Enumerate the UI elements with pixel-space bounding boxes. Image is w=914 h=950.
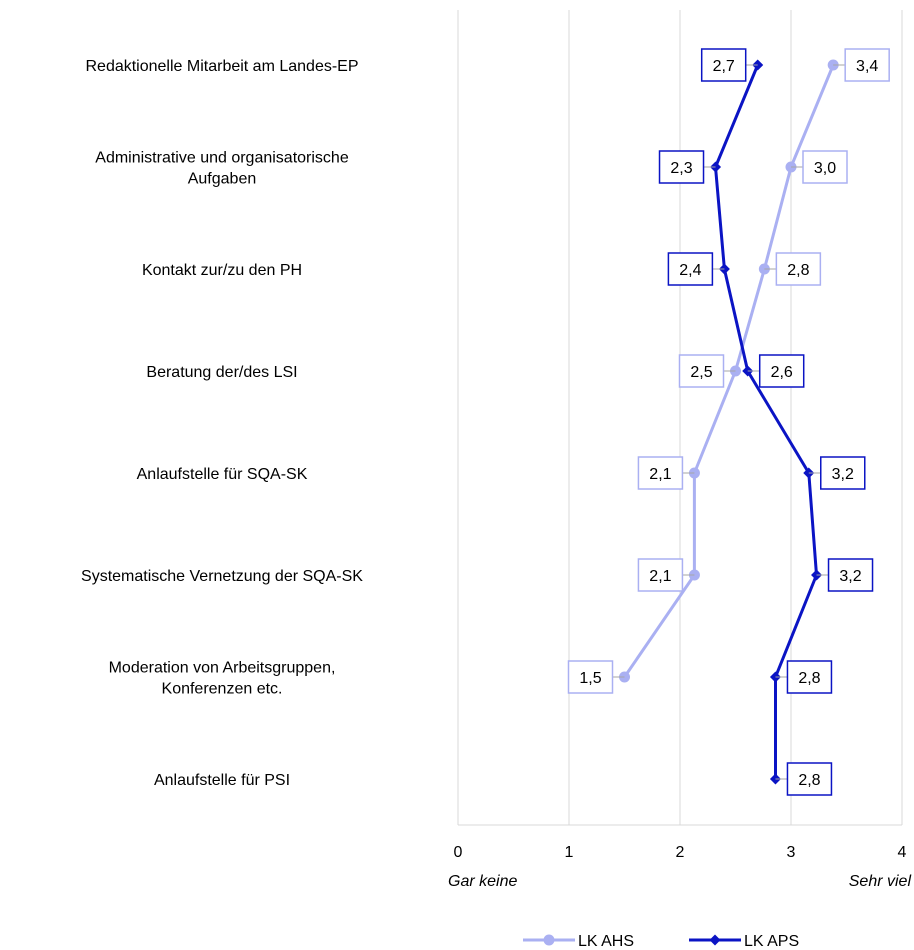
data-label: 2,5 bbox=[690, 364, 712, 381]
data-label-box bbox=[658, 150, 705, 184]
data-label: 3,2 bbox=[832, 466, 854, 483]
x-max-label: Sehr viel bbox=[849, 873, 912, 890]
x-tick-label: 3 bbox=[787, 844, 796, 861]
data-label-box bbox=[844, 48, 890, 82]
data-label-box bbox=[775, 252, 822, 286]
data-label: 2,1 bbox=[649, 466, 671, 483]
x-tick-label: 0 bbox=[454, 844, 463, 861]
category-label: Moderation von Arbeitsgruppen, bbox=[109, 660, 336, 677]
data-label: 2,3 bbox=[670, 160, 692, 177]
data-label: 2,4 bbox=[679, 262, 701, 279]
category-label: Konferenzen etc. bbox=[162, 681, 283, 698]
data-label-box bbox=[786, 660, 833, 694]
legend-label: LK AHS bbox=[578, 933, 634, 950]
category-labels: Redaktionelle Mitarbeit am Landes-EP Admi… bbox=[81, 58, 363, 789]
category-label: Redaktionelle Mitarbeit am Landes-EP bbox=[85, 58, 358, 75]
legend-marker bbox=[543, 934, 555, 946]
data-label: 2,8 bbox=[798, 670, 820, 687]
data-label-box bbox=[567, 660, 614, 694]
x-axis: 0 1 2 3 4 Gar keine Sehr viel bbox=[448, 844, 911, 890]
data-label-box bbox=[820, 456, 866, 490]
data-label-box bbox=[786, 762, 833, 796]
legend-label: LK APS bbox=[744, 933, 799, 950]
data-label: 2,8 bbox=[798, 772, 820, 789]
data-label-box bbox=[637, 456, 684, 490]
data-label: 3,2 bbox=[839, 568, 861, 585]
data-label-box bbox=[667, 252, 714, 286]
data-label-box bbox=[758, 354, 805, 388]
category-label: Aufgaben bbox=[188, 171, 257, 188]
category-label: Kontakt zur/zu den PH bbox=[142, 262, 302, 279]
data-label-box bbox=[827, 558, 874, 592]
data-label-box bbox=[637, 558, 684, 592]
grid-lines bbox=[457, 10, 903, 826]
category-label: Systematische Vernetzung der SQA-SK bbox=[81, 568, 363, 585]
legend-marker bbox=[709, 934, 721, 946]
data-label: 2,6 bbox=[771, 364, 793, 381]
data-label-box bbox=[700, 48, 747, 82]
x-tick-label: 4 bbox=[898, 844, 907, 861]
x-tick-label: 1 bbox=[565, 844, 574, 861]
category-label: Beratung der/des LSI bbox=[146, 364, 297, 381]
category-label: Anlaufstelle für PSI bbox=[154, 772, 290, 789]
data-label: 3,4 bbox=[856, 58, 878, 75]
data-label: 2,7 bbox=[713, 58, 735, 75]
data-labels: 3,4 3,0 2,8 2,5 2,1 2,1 1,5 2,7 2,3 2,4 2,6 3,2 3,2 2… bbox=[567, 48, 890, 796]
category-label: Administrative und organisatorische bbox=[95, 150, 349, 167]
x-tick-label: 2 bbox=[676, 844, 685, 861]
data-label: 2,8 bbox=[787, 262, 809, 279]
data-label: 2,1 bbox=[649, 568, 671, 585]
category-label: Anlaufstelle für SQA-SK bbox=[137, 466, 308, 483]
legend: LK AHS LK APS bbox=[523, 933, 799, 950]
data-label-box bbox=[678, 354, 725, 388]
x-min-label: Gar keine bbox=[448, 873, 517, 890]
series-line-1 bbox=[714, 64, 818, 779]
data-label-box bbox=[802, 150, 848, 184]
data-label: 3,0 bbox=[814, 160, 836, 177]
data-label: 1,5 bbox=[579, 670, 601, 687]
